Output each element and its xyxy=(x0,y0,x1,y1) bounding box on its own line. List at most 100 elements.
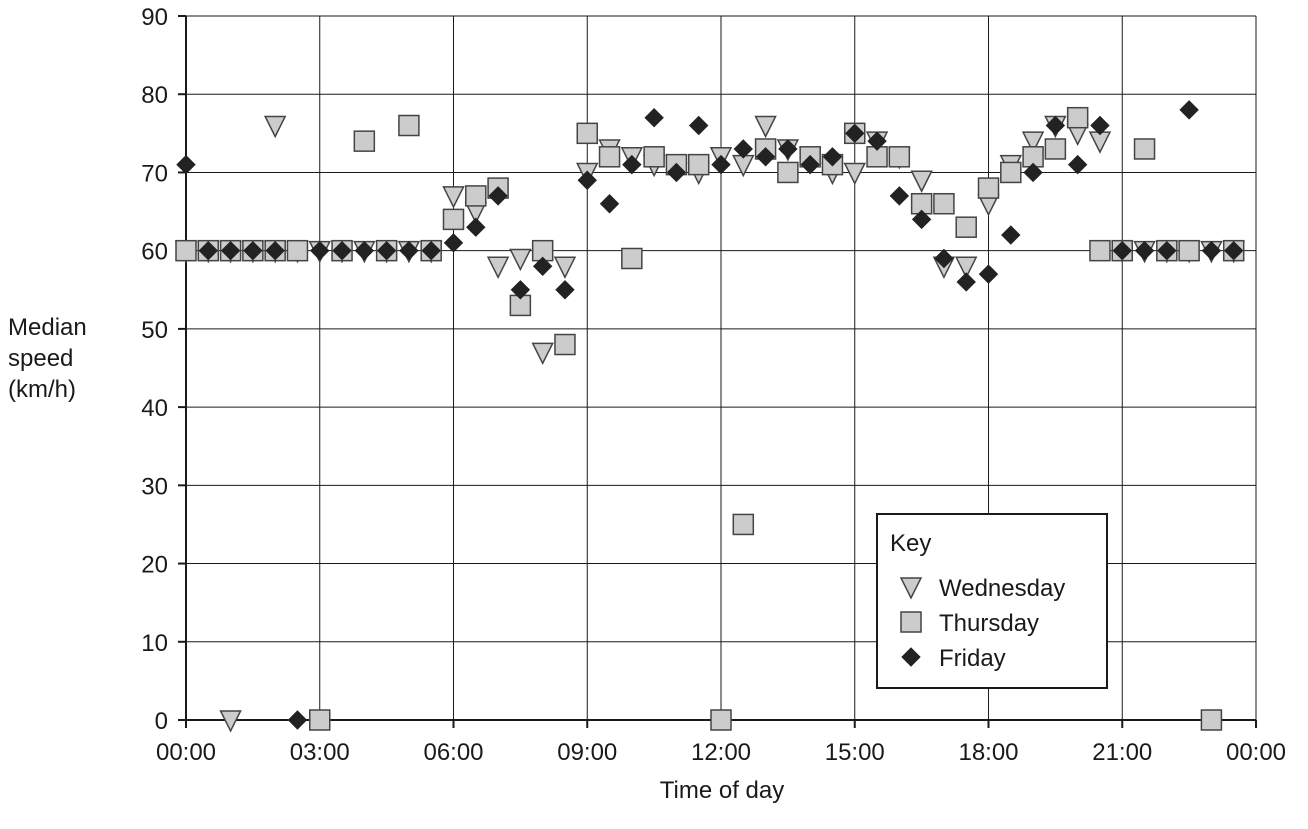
x-tick-label-3: 09:00 xyxy=(557,739,617,766)
point-friday-39 xyxy=(1045,115,1066,136)
y-axis-label-line-3: (km/h) xyxy=(8,376,76,403)
point-friday-17 xyxy=(555,280,575,300)
series-thursday xyxy=(175,106,1245,731)
point-friday-15 xyxy=(510,280,531,300)
point-thursday-25 xyxy=(732,513,755,536)
point-thursday-24 xyxy=(710,709,732,731)
point-friday-36 xyxy=(978,264,999,284)
point-wednesday-17 xyxy=(509,248,532,272)
y-tick-label-40: 40 xyxy=(141,395,168,422)
point-friday-24 xyxy=(711,154,731,175)
point-friday-1 xyxy=(198,240,218,261)
point-thursday-27 xyxy=(777,161,799,184)
point-thursday-17 xyxy=(554,333,576,356)
y-tick-label-30: 30 xyxy=(141,473,168,500)
point-wednesday-37 xyxy=(954,256,978,279)
point-friday-47 xyxy=(1224,240,1244,261)
point-thursday-34 xyxy=(933,192,955,215)
x-axis-label: Time of day xyxy=(660,777,785,804)
x-tick-label-5: 15:00 xyxy=(825,739,885,766)
x-tick-label-8: 00:00 xyxy=(1226,739,1286,766)
point-friday-20 xyxy=(622,154,642,175)
x-tick-label-2: 06:00 xyxy=(423,739,483,766)
y-tick-label-50: 50 xyxy=(141,317,168,344)
point-friday-6 xyxy=(310,240,330,261)
point-friday-10 xyxy=(399,240,419,261)
point-thursday-46 xyxy=(1200,709,1223,731)
point-thursday-37 xyxy=(1000,161,1022,184)
point-thursday-21 xyxy=(643,146,665,168)
point-friday-38 xyxy=(1023,162,1043,183)
point-thursday-39 xyxy=(1044,138,1067,160)
x-tick-label-0: 00:00 xyxy=(156,739,216,766)
point-thursday-8 xyxy=(353,130,376,152)
y-tick-label-80: 80 xyxy=(141,82,168,109)
grid xyxy=(186,15,1257,721)
point-friday-40 xyxy=(1067,154,1088,175)
point-thursday-40 xyxy=(1066,106,1089,129)
y-tick-label-60: 60 xyxy=(141,239,168,266)
x-tick-label-6: 18:00 xyxy=(958,739,1018,766)
legend-marker-wednesday xyxy=(899,577,923,600)
point-friday-11 xyxy=(421,240,441,261)
legend: Key Wednesday Thursday Friday xyxy=(876,513,1108,689)
x-tick-label-1: 03:00 xyxy=(290,739,350,766)
point-friday-4 xyxy=(265,240,285,261)
point-wednesday-18 xyxy=(531,342,554,366)
point-wednesday-40 xyxy=(1021,131,1045,154)
point-friday-33 xyxy=(911,209,932,230)
point-friday-46 xyxy=(1201,240,1222,261)
series-friday xyxy=(176,100,1244,730)
point-wednesday-19 xyxy=(553,256,577,279)
y-axis-label: Median speed (km/h) xyxy=(8,312,87,405)
point-thursday-32 xyxy=(888,146,911,168)
legend-title: Key xyxy=(890,530,931,557)
y-tick-label-90: 90 xyxy=(141,4,168,31)
point-wednesday-32 xyxy=(843,162,866,186)
point-friday-42 xyxy=(1112,240,1132,261)
legend-marker-thursday xyxy=(900,611,922,633)
point-friday-28 xyxy=(800,154,820,175)
y-tick-labels: 0 10 20 30 40 50 60 70 80 90 xyxy=(141,4,168,735)
point-friday-5 xyxy=(287,710,308,730)
x-tick-labels: 00:00 03:00 06:00 09:00 12:00 15:00 18:00 21:00… xyxy=(156,739,1286,766)
point-thursday-12 xyxy=(442,208,465,231)
point-friday-30 xyxy=(845,123,865,144)
point-friday-9 xyxy=(376,240,397,261)
point-wednesday-2 xyxy=(219,710,242,733)
point-thursday-6 xyxy=(309,709,331,731)
point-thursday-19 xyxy=(598,146,621,168)
point-friday-13 xyxy=(466,217,486,237)
point-thursday-23 xyxy=(687,153,710,176)
point-friday-26 xyxy=(755,147,776,167)
point-friday-44 xyxy=(1157,240,1177,261)
point-friday-21 xyxy=(644,107,664,128)
point-wednesday-14 xyxy=(442,186,465,209)
legend-items: Wednesday Thursday Friday xyxy=(899,575,1065,672)
point-wednesday-35 xyxy=(910,170,933,193)
legend-marker-friday xyxy=(901,647,921,667)
point-friday-34 xyxy=(934,248,954,269)
point-thursday-43 xyxy=(1133,138,1156,160)
point-friday-18 xyxy=(577,170,597,190)
point-friday-2 xyxy=(220,240,241,261)
y-axis-label-line-2: speed xyxy=(8,345,74,372)
point-wednesday-28 xyxy=(754,115,777,139)
point-wednesday-16 xyxy=(486,256,510,279)
x-tick-label-4: 12:00 xyxy=(691,739,751,766)
point-wednesday-5 xyxy=(263,115,287,139)
point-thursday-41 xyxy=(1089,239,1111,262)
point-friday-0 xyxy=(176,154,196,175)
point-friday-16 xyxy=(532,256,553,277)
point-friday-19 xyxy=(599,194,620,214)
point-friday-23 xyxy=(689,115,709,136)
point-friday-8 xyxy=(354,240,375,261)
point-thursday-18 xyxy=(576,122,598,145)
y-tick-label-0: 0 xyxy=(155,708,168,735)
point-friday-29 xyxy=(822,147,843,167)
point-friday-12 xyxy=(443,233,464,253)
point-thursday-13 xyxy=(465,185,487,207)
y-axis-label-line-1: Median xyxy=(8,314,87,341)
point-friday-27 xyxy=(778,139,798,159)
data-points xyxy=(174,100,1245,733)
